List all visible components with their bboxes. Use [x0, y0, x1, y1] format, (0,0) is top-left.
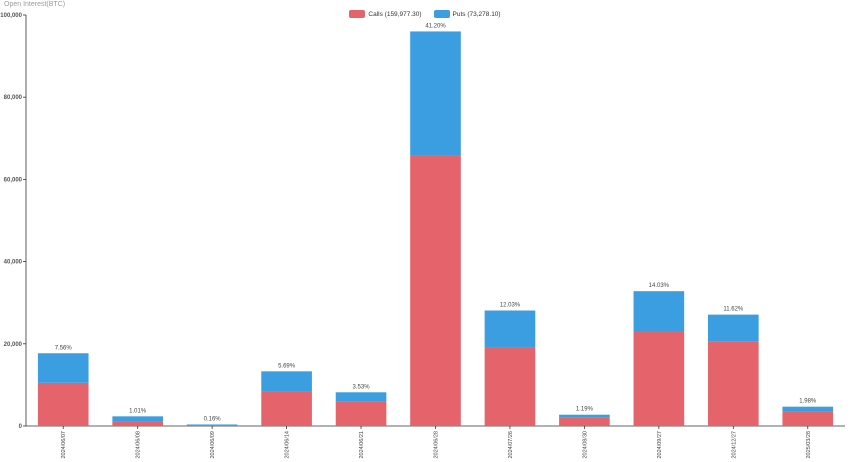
x-tick-label: 2024/06/14: [285, 431, 291, 459]
bar-puts: [633, 291, 685, 332]
legend-label-calls: Calls (159,977.30): [368, 10, 422, 18]
bar-data-label: 7.56%: [55, 345, 73, 351]
bar-calls: [37, 382, 89, 426]
bar-data-label: 41.20%: [425, 23, 446, 29]
bar-calls: [410, 155, 461, 426]
y-tick-label: 80,000: [4, 95, 23, 101]
bar-data-label: 0.16%: [204, 416, 222, 422]
legend-label-puts: Puts (73,278.10): [452, 10, 501, 18]
bar-calls: [261, 391, 312, 426]
bar-data-label: 1.19%: [576, 407, 594, 413]
bar-puts: [37, 353, 89, 383]
bar-data-label: 12.03%: [500, 303, 521, 309]
x-tick-label: 2024/06/07: [61, 431, 67, 459]
y-tick-label: 40,000: [4, 260, 23, 266]
legend: Calls (159,977.30) Puts (73,278.10): [0, 10, 850, 18]
bar-calls: [186, 424, 238, 426]
x-tick-label: 2024/07/26: [508, 431, 514, 459]
y-tick-label: 60,000: [4, 177, 23, 183]
bar-calls: [112, 421, 163, 426]
bar-calls: [633, 331, 685, 426]
legend-item-calls[interactable]: Calls (159,977.30): [349, 10, 422, 18]
x-tick-label: 2025/03/28: [806, 431, 812, 459]
x-tick-label: 2024/06/08: [136, 431, 142, 459]
bar-data-label: 1.01%: [129, 408, 147, 414]
bar-puts: [484, 310, 536, 348]
bar-calls: [484, 347, 536, 426]
bar-puts: [559, 414, 610, 418]
bar-puts: [335, 392, 387, 402]
bar-puts: [261, 371, 312, 392]
bar-puts: [410, 31, 461, 156]
bar-calls: [708, 341, 759, 426]
bar-puts: [782, 406, 834, 412]
legend-item-puts[interactable]: Puts (73,278.10): [433, 10, 501, 18]
legend-swatch-calls: [349, 10, 366, 18]
y-tick-label: 100,000: [0, 13, 22, 19]
bar-calls: [782, 411, 834, 426]
bar-data-label: 1.98%: [799, 399, 817, 405]
y-tick-label: 0: [19, 424, 23, 430]
x-tick-label: 2024/06/09: [210, 431, 216, 459]
bar-calls: [559, 417, 610, 426]
bar-puts: [112, 416, 163, 422]
x-tick-label: 2024/06/21: [359, 431, 365, 459]
bar-puts: [186, 424, 238, 425]
bar-calls: [335, 401, 387, 426]
x-tick-label: 2024/09/27: [657, 431, 663, 459]
y-tick-label: 20,000: [4, 342, 23, 348]
bar-data-label: 11.62%: [723, 307, 744, 313]
legend-swatch-puts: [433, 10, 450, 18]
y-axis-title: Open Interest(BTC): [4, 1, 66, 8]
bar-data-label: 3.53%: [353, 384, 371, 390]
x-tick-label: 2024/08/30: [582, 431, 588, 459]
x-tick-label: 2024/12/27: [731, 431, 737, 459]
x-tick-label: 2024/06/28: [434, 431, 440, 459]
bar-puts: [708, 314, 759, 342]
bar-data-label: 5.69%: [278, 363, 296, 369]
bar-data-label: 14.03%: [649, 283, 670, 289]
